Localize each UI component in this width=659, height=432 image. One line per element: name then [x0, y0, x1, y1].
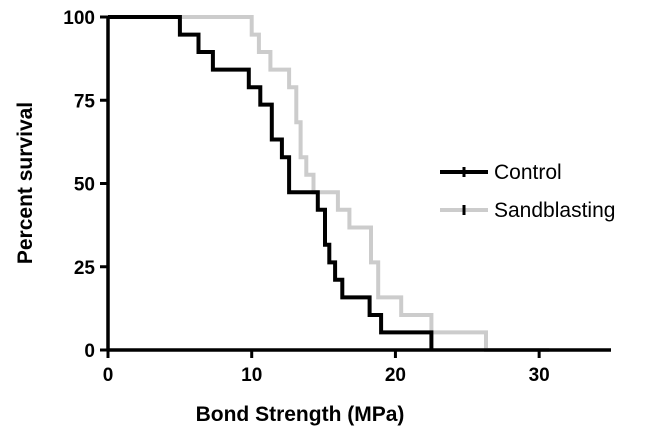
x-tick-label: 30	[529, 365, 550, 386]
y-axis-title: Percent survival	[14, 102, 37, 264]
legend-label-control: Control	[494, 161, 562, 184]
legend: Control Sandblasting	[440, 161, 615, 222]
y-tick-label: 75	[74, 91, 96, 112]
y-tick-label: 100	[63, 8, 95, 29]
series-layer	[108, 15, 550, 352]
series-line-sandblasting	[108, 15, 550, 352]
series-line-control	[108, 15, 434, 350]
y-tick-label: 50	[74, 175, 95, 196]
y-ticks: 0 25 50 75 100	[63, 8, 108, 362]
y-tick-label: 25	[74, 258, 96, 279]
legend-label-sandblasting: Sandblasting	[494, 199, 615, 222]
x-tick-label: 10	[241, 365, 262, 386]
y-tick-label: 0	[84, 341, 95, 362]
x-ticks: 0 10 20 30	[103, 350, 550, 386]
x-tick-label: 0	[103, 365, 114, 386]
x-tick-label: 20	[385, 365, 406, 386]
x-axis-title: Bond Strength (MPa)	[196, 403, 405, 426]
